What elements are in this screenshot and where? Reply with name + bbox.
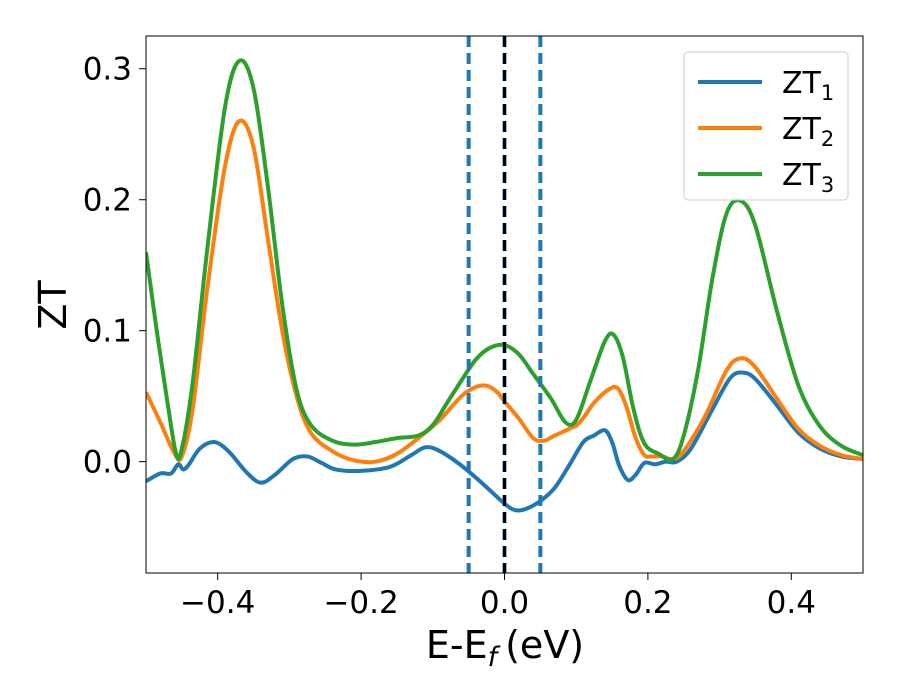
series-line-1 [146,370,863,513]
x-tick-label-4: 0.2 [623,585,672,621]
reference-lines [466,36,543,573]
x-tick-label-2: −0.2 [323,585,398,621]
x-axis-label-sub: f [488,642,501,673]
y-tick-label-1: 0.0 [83,445,132,481]
y-axis-label: ZT [31,280,75,330]
x-tick-label-1: −0.4 [180,585,255,621]
legend-label-2: ZT2 [782,112,834,151]
x-axis-ticks: −0.4 −0.2 0.0 0.2 0.4 [180,573,816,621]
y-tick-label-3: 0.2 [83,183,132,219]
y-tick-label-2: 0.1 [83,314,132,350]
legend-label-3: ZT3 [782,158,834,197]
legend: ZT1 ZT2 ZT3 [683,51,849,201]
legend-box [683,51,849,201]
y-tick-label-4: 0.3 [83,52,132,88]
x-tick-label-5: 0.4 [767,585,816,621]
series-line-2 [146,118,863,465]
x-axis-label: E-Ef (eV) [426,623,584,673]
series-layer [146,58,863,513]
series-line-3 [146,58,863,462]
x-axis-label-main: E-E [426,623,488,667]
legend-label-1: ZT1 [782,66,834,105]
x-tick-label-3: 0.0 [480,585,529,621]
x-axis-label-unit: (eV) [505,623,584,667]
y-axis-ticks: 0.0 0.1 0.2 0.3 [83,52,146,481]
